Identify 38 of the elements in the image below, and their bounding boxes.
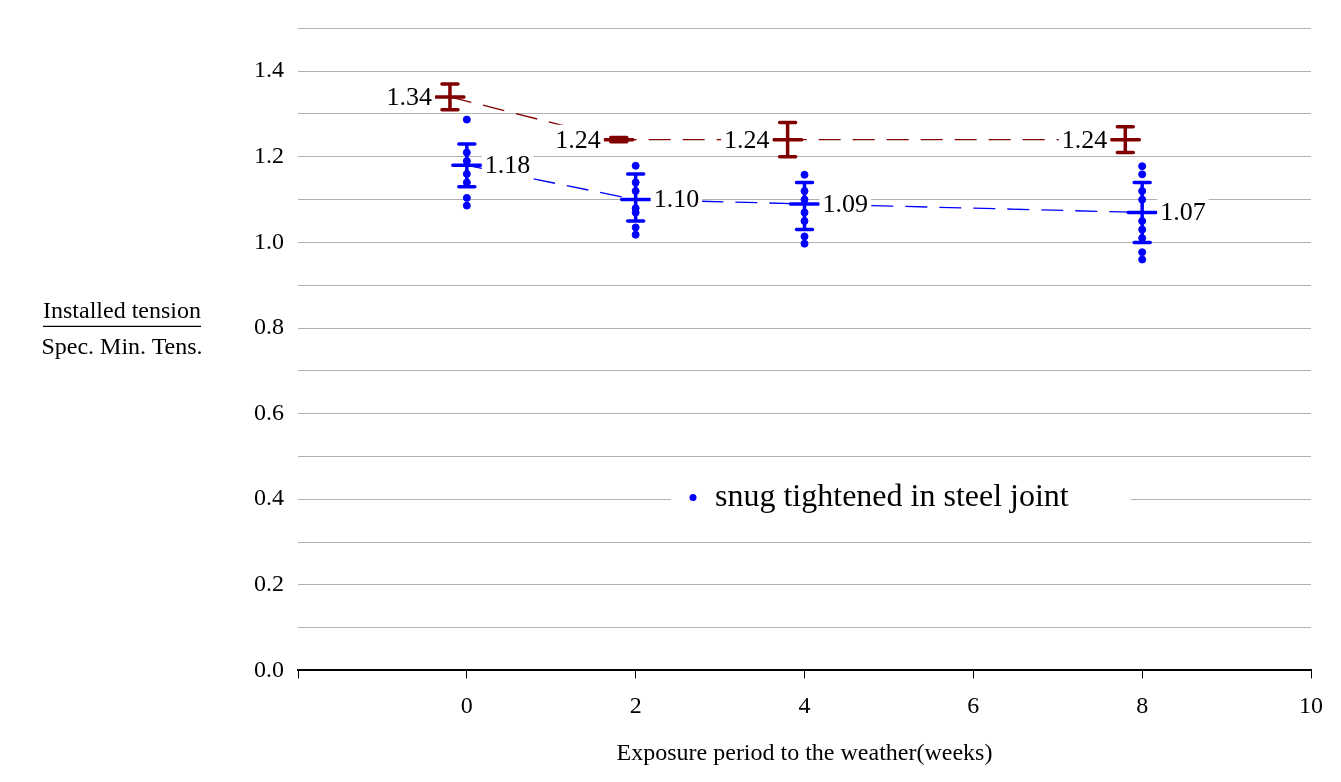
point [462,201,471,210]
point [631,230,640,239]
y-tick-label: 0.0 [254,655,284,682]
data-label: 1.34 [386,81,432,111]
point [462,193,471,202]
data-label: 1.09 [822,188,868,218]
x-tick-label: 4 [798,692,811,719]
x-tick-label: 10 [1299,692,1323,719]
y-axis-title: Installed tension Spec. Min. Tens. [41,296,203,359]
y-tick-label: 1.0 [254,227,284,254]
x-tick-label: 0 [460,692,473,719]
data-label: 1.24 [1061,124,1108,154]
y-tick-label: 0.4 [254,484,284,511]
x-tick-label: 8 [1136,692,1149,719]
point [800,239,809,248]
y-tick-label: 1.4 [254,56,284,83]
point [1138,170,1147,179]
data-label: 1.07 [1160,197,1206,227]
x-tick-label: 2 [629,692,642,719]
legend-label: snug tightened in steel joint [715,476,1069,513]
point [631,161,640,170]
point [462,115,471,124]
y-tick-label: 0.8 [254,313,284,340]
y-tick-label: 0.6 [254,398,284,425]
data-label: 1.24 [555,124,601,154]
point [800,232,809,241]
point [1138,255,1147,264]
point [631,223,640,232]
data-label: 1.10 [653,184,700,214]
y-tick-label: 0.2 [254,570,284,597]
x-axis-title: Exposure period to the weather(weeks) [616,738,993,765]
point [1138,248,1147,257]
point [800,170,809,179]
y-tick-label: 1.2 [254,142,284,169]
data-label: 1.24 [724,124,770,154]
x-tick-label: 6 [967,692,980,719]
point [1138,162,1147,171]
data-label: 1.18 [484,150,531,180]
